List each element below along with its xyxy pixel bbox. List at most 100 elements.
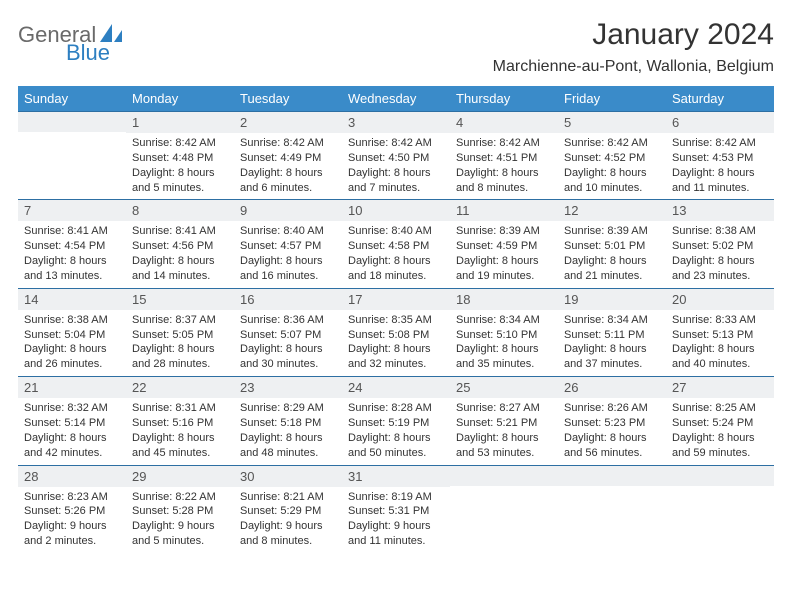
day-details: Sunrise: 8:19 AMSunset: 5:31 PMDaylight:… xyxy=(342,487,450,553)
day-header: Tuesday xyxy=(234,86,342,111)
calendar-day-cell: 8Sunrise: 8:41 AMSunset: 4:56 PMDaylight… xyxy=(126,199,234,287)
day-number: 2 xyxy=(234,111,342,133)
calendar-day-cell: 16Sunrise: 8:36 AMSunset: 5:07 PMDayligh… xyxy=(234,288,342,376)
day-number: 4 xyxy=(450,111,558,133)
calendar-day-cell: 15Sunrise: 8:37 AMSunset: 5:05 PMDayligh… xyxy=(126,288,234,376)
calendar-week-row: 28Sunrise: 8:23 AMSunset: 5:26 PMDayligh… xyxy=(18,465,774,553)
day-details: Sunrise: 8:21 AMSunset: 5:29 PMDaylight:… xyxy=(234,487,342,553)
day-number: 12 xyxy=(558,199,666,221)
location-subtitle: Marchienne-au-Pont, Wallonia, Belgium xyxy=(493,58,774,76)
calendar-day-cell: 27Sunrise: 8:25 AMSunset: 5:24 PMDayligh… xyxy=(666,376,774,464)
day-number: 27 xyxy=(666,376,774,398)
day-number: 6 xyxy=(666,111,774,133)
calendar-week-row: 1Sunrise: 8:42 AMSunset: 4:48 PMDaylight… xyxy=(18,111,774,199)
calendar-day-cell: 5Sunrise: 8:42 AMSunset: 4:52 PMDaylight… xyxy=(558,111,666,199)
day-details: Sunrise: 8:42 AMSunset: 4:52 PMDaylight:… xyxy=(558,133,666,199)
day-number: 23 xyxy=(234,376,342,398)
day-number xyxy=(558,465,666,486)
calendar-day-cell: 3Sunrise: 8:42 AMSunset: 4:50 PMDaylight… xyxy=(342,111,450,199)
day-details: Sunrise: 8:39 AMSunset: 5:01 PMDaylight:… xyxy=(558,221,666,287)
day-details: Sunrise: 8:42 AMSunset: 4:53 PMDaylight:… xyxy=(666,133,774,199)
calendar-day-cell: 24Sunrise: 8:28 AMSunset: 5:19 PMDayligh… xyxy=(342,376,450,464)
day-details: Sunrise: 8:42 AMSunset: 4:51 PMDaylight:… xyxy=(450,133,558,199)
header: General Blue January 2024 Marchienne-au-… xyxy=(18,18,774,76)
day-details: Sunrise: 8:34 AMSunset: 5:11 PMDaylight:… xyxy=(558,310,666,376)
day-details: Sunrise: 8:36 AMSunset: 5:07 PMDaylight:… xyxy=(234,310,342,376)
day-header: Thursday xyxy=(450,86,558,111)
day-details: Sunrise: 8:38 AMSunset: 5:04 PMDaylight:… xyxy=(18,310,126,376)
calendar-day-cell: 23Sunrise: 8:29 AMSunset: 5:18 PMDayligh… xyxy=(234,376,342,464)
day-header-row: Sunday Monday Tuesday Wednesday Thursday… xyxy=(18,86,774,111)
calendar-day-cell: 28Sunrise: 8:23 AMSunset: 5:26 PMDayligh… xyxy=(18,465,126,553)
day-details: Sunrise: 8:35 AMSunset: 5:08 PMDaylight:… xyxy=(342,310,450,376)
calendar-day-cell: 25Sunrise: 8:27 AMSunset: 5:21 PMDayligh… xyxy=(450,376,558,464)
calendar-day-cell: 29Sunrise: 8:22 AMSunset: 5:28 PMDayligh… xyxy=(126,465,234,553)
day-number: 1 xyxy=(126,111,234,133)
title-block: January 2024 Marchienne-au-Pont, Walloni… xyxy=(493,18,774,76)
day-number xyxy=(18,111,126,132)
day-details: Sunrise: 8:33 AMSunset: 5:13 PMDaylight:… xyxy=(666,310,774,376)
day-details: Sunrise: 8:40 AMSunset: 4:58 PMDaylight:… xyxy=(342,221,450,287)
calendar-body: 1Sunrise: 8:42 AMSunset: 4:48 PMDaylight… xyxy=(18,111,774,553)
day-number: 8 xyxy=(126,199,234,221)
day-number: 20 xyxy=(666,288,774,310)
day-number: 7 xyxy=(18,199,126,221)
day-details: Sunrise: 8:28 AMSunset: 5:19 PMDaylight:… xyxy=(342,398,450,464)
day-number: 16 xyxy=(234,288,342,310)
day-header: Wednesday xyxy=(342,86,450,111)
calendar-day-cell: 11Sunrise: 8:39 AMSunset: 4:59 PMDayligh… xyxy=(450,199,558,287)
calendar-week-row: 21Sunrise: 8:32 AMSunset: 5:14 PMDayligh… xyxy=(18,376,774,464)
calendar-day-cell: 10Sunrise: 8:40 AMSunset: 4:58 PMDayligh… xyxy=(342,199,450,287)
day-details: Sunrise: 8:39 AMSunset: 4:59 PMDaylight:… xyxy=(450,221,558,287)
day-number: 26 xyxy=(558,376,666,398)
day-details: Sunrise: 8:40 AMSunset: 4:57 PMDaylight:… xyxy=(234,221,342,287)
day-number xyxy=(666,465,774,486)
day-number: 22 xyxy=(126,376,234,398)
calendar-day-cell: 31Sunrise: 8:19 AMSunset: 5:31 PMDayligh… xyxy=(342,465,450,553)
calendar-table: Sunday Monday Tuesday Wednesday Thursday… xyxy=(18,86,774,553)
day-number: 11 xyxy=(450,199,558,221)
day-details: Sunrise: 8:38 AMSunset: 5:02 PMDaylight:… xyxy=(666,221,774,287)
day-details: Sunrise: 8:31 AMSunset: 5:16 PMDaylight:… xyxy=(126,398,234,464)
day-details: Sunrise: 8:34 AMSunset: 5:10 PMDaylight:… xyxy=(450,310,558,376)
calendar-day-cell xyxy=(450,465,558,553)
calendar-day-cell: 17Sunrise: 8:35 AMSunset: 5:08 PMDayligh… xyxy=(342,288,450,376)
day-details: Sunrise: 8:41 AMSunset: 4:56 PMDaylight:… xyxy=(126,221,234,287)
day-header: Saturday xyxy=(666,86,774,111)
calendar-day-cell: 4Sunrise: 8:42 AMSunset: 4:51 PMDaylight… xyxy=(450,111,558,199)
day-details: Sunrise: 8:41 AMSunset: 4:54 PMDaylight:… xyxy=(18,221,126,287)
day-details: Sunrise: 8:27 AMSunset: 5:21 PMDaylight:… xyxy=(450,398,558,464)
day-details: Sunrise: 8:42 AMSunset: 4:49 PMDaylight:… xyxy=(234,133,342,199)
day-number: 29 xyxy=(126,465,234,487)
calendar-day-cell: 21Sunrise: 8:32 AMSunset: 5:14 PMDayligh… xyxy=(18,376,126,464)
calendar-day-cell: 26Sunrise: 8:26 AMSunset: 5:23 PMDayligh… xyxy=(558,376,666,464)
day-details: Sunrise: 8:25 AMSunset: 5:24 PMDaylight:… xyxy=(666,398,774,464)
calendar-day-cell xyxy=(666,465,774,553)
calendar-day-cell: 7Sunrise: 8:41 AMSunset: 4:54 PMDaylight… xyxy=(18,199,126,287)
day-number: 15 xyxy=(126,288,234,310)
calendar-day-cell: 13Sunrise: 8:38 AMSunset: 5:02 PMDayligh… xyxy=(666,199,774,287)
day-header: Sunday xyxy=(18,86,126,111)
day-details: Sunrise: 8:22 AMSunset: 5:28 PMDaylight:… xyxy=(126,487,234,553)
logo-text-blue: Blue xyxy=(66,42,124,64)
calendar-day-cell: 20Sunrise: 8:33 AMSunset: 5:13 PMDayligh… xyxy=(666,288,774,376)
calendar-day-cell: 2Sunrise: 8:42 AMSunset: 4:49 PMDaylight… xyxy=(234,111,342,199)
day-details: Sunrise: 8:42 AMSunset: 4:50 PMDaylight:… xyxy=(342,133,450,199)
day-number: 17 xyxy=(342,288,450,310)
calendar-day-cell: 6Sunrise: 8:42 AMSunset: 4:53 PMDaylight… xyxy=(666,111,774,199)
day-number: 19 xyxy=(558,288,666,310)
day-number: 24 xyxy=(342,376,450,398)
day-number: 31 xyxy=(342,465,450,487)
day-number: 25 xyxy=(450,376,558,398)
day-number: 5 xyxy=(558,111,666,133)
calendar-day-cell: 9Sunrise: 8:40 AMSunset: 4:57 PMDaylight… xyxy=(234,199,342,287)
day-details: Sunrise: 8:32 AMSunset: 5:14 PMDaylight:… xyxy=(18,398,126,464)
day-number: 13 xyxy=(666,199,774,221)
page-title: January 2024 xyxy=(493,18,774,52)
logo: General Blue xyxy=(18,18,124,64)
day-number: 21 xyxy=(18,376,126,398)
day-details: Sunrise: 8:26 AMSunset: 5:23 PMDaylight:… xyxy=(558,398,666,464)
calendar-day-cell: 18Sunrise: 8:34 AMSunset: 5:10 PMDayligh… xyxy=(450,288,558,376)
day-number xyxy=(450,465,558,486)
day-number: 18 xyxy=(450,288,558,310)
